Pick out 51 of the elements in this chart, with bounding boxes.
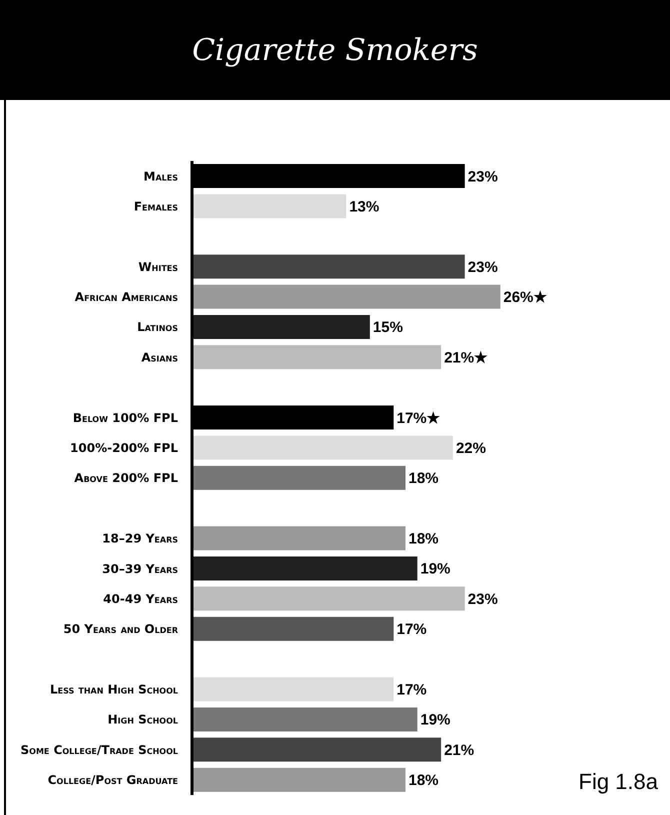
y-tick-label: Below 100% FPL: [72, 410, 178, 425]
data-label: 18%: [408, 530, 439, 548]
data-label: 15%: [372, 319, 403, 336]
bar: [192, 284, 500, 309]
y-tick-label: 50 Years and Older: [63, 622, 178, 636]
bar: [192, 194, 346, 218]
y-tick-label: Less than High School: [50, 682, 178, 697]
bar: [192, 526, 406, 550]
y-tick-label: 40-49 Years: [103, 592, 178, 606]
y-tick-label: Males: [144, 169, 178, 184]
bar: [192, 677, 394, 702]
bar: [192, 616, 394, 641]
bar: [192, 586, 465, 611]
y-tick-label: 100%-200% FPL: [70, 441, 178, 456]
y-tick-label: Latinos: [137, 320, 178, 334]
data-label: 19%: [420, 560, 450, 578]
data-label: 19%: [420, 712, 450, 729]
y-tick-label: Asians: [141, 350, 178, 364]
bar: [192, 768, 406, 792]
y-tick-label: 18–29 Years: [102, 532, 178, 546]
y-tick-label: Whites: [138, 260, 178, 274]
bar: [192, 466, 406, 490]
data-label: 23%: [468, 590, 498, 608]
data-label: 21%: [444, 742, 474, 759]
data-label: 23%: [468, 258, 498, 276]
data-label: 22%: [456, 440, 486, 457]
chart-title: Cigarette Smokers: [0, 0, 670, 100]
data-label: 18%: [408, 772, 439, 790]
data-label: 17%: [396, 621, 427, 638]
bar: [192, 345, 442, 370]
data-label: 17%★: [396, 410, 441, 427]
data-label: 26%★: [503, 289, 548, 306]
y-tick-label: African Americans: [74, 290, 178, 304]
bar: [192, 738, 442, 762]
bar: [192, 707, 418, 732]
data-label: 18%: [408, 470, 439, 488]
y-tick-label: 30–39 Years: [102, 562, 178, 576]
data-label: 23%: [468, 168, 498, 186]
caption: Fig 1.8a: [578, 769, 658, 795]
data-label: 17%: [396, 682, 427, 699]
bar: [192, 556, 418, 580]
y-tick-label: High School: [108, 712, 178, 727]
bar: [192, 314, 370, 339]
bar: [192, 254, 465, 279]
y-tick-label: Females: [134, 199, 178, 214]
y-tick-label: College/Post Graduate: [48, 773, 178, 788]
data-label: 13%: [349, 198, 380, 216]
y-tick-label: Some College/Trade School: [20, 742, 178, 757]
data-label: 21%★: [444, 349, 488, 366]
y-tick-label: Above 200% FPL: [74, 471, 178, 486]
bar: [192, 436, 453, 460]
